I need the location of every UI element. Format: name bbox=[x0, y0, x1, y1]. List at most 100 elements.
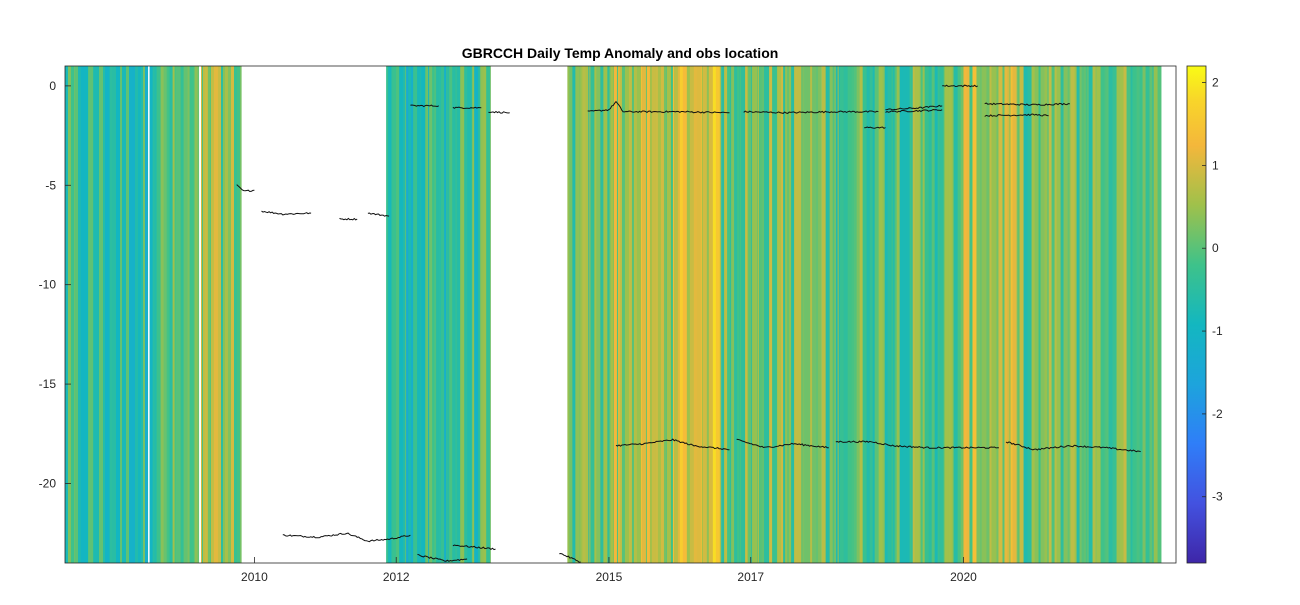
heatmap-column bbox=[150, 66, 153, 563]
heatmap-column bbox=[596, 66, 600, 563]
heatmap-column bbox=[674, 66, 678, 563]
heatmap-column bbox=[1109, 66, 1113, 563]
heatmap-column bbox=[195, 66, 198, 563]
heatmap-column bbox=[1127, 66, 1131, 563]
heatmap-column bbox=[1052, 66, 1055, 563]
heatmap-period-11 bbox=[1017, 66, 1162, 563]
heatmap-column bbox=[122, 66, 126, 563]
heatmap-column bbox=[198, 66, 199, 563]
heatmap-column bbox=[1143, 66, 1146, 563]
heatmap-column bbox=[1146, 66, 1150, 563]
heatmap-column bbox=[1020, 66, 1024, 563]
heatmap-column bbox=[164, 66, 167, 563]
heatmap-column bbox=[797, 66, 801, 563]
heatmap-column bbox=[857, 66, 860, 563]
heatmap-column bbox=[237, 66, 240, 563]
heatmap-column bbox=[929, 66, 932, 563]
heatmap-column bbox=[1158, 66, 1162, 563]
heatmap-column bbox=[794, 66, 797, 563]
y-tick-label: 0 bbox=[49, 79, 56, 93]
heatmap-column bbox=[830, 66, 833, 563]
colorbar-tick-label: 1 bbox=[1212, 158, 1219, 172]
obs-series-2 bbox=[340, 218, 358, 220]
heatmap-column bbox=[661, 66, 664, 563]
heatmap-column bbox=[703, 66, 707, 563]
heatmap-column bbox=[1077, 66, 1080, 563]
heatmap-column bbox=[1124, 66, 1127, 563]
heatmap-column bbox=[218, 66, 221, 563]
heatmap-column bbox=[71, 66, 74, 563]
heatmap-column bbox=[709, 66, 713, 563]
heatmap-column bbox=[907, 66, 910, 563]
x-tick-label: 2010 bbox=[241, 570, 268, 584]
heatmap-column bbox=[1071, 66, 1075, 563]
heatmap-column bbox=[1093, 66, 1096, 563]
y-tick-label: -15 bbox=[39, 377, 57, 391]
heatmap-column bbox=[467, 66, 471, 563]
heatmap-column bbox=[687, 66, 690, 563]
heatmap-column bbox=[690, 66, 694, 563]
heatmap-column bbox=[637, 66, 641, 563]
heatmap-layer bbox=[65, 66, 1161, 563]
heatmap-column bbox=[683, 66, 687, 563]
heatmap-column bbox=[126, 66, 129, 563]
heatmap-column bbox=[647, 66, 650, 563]
heatmap-column bbox=[413, 66, 417, 563]
heatmap-column bbox=[629, 66, 632, 563]
heatmap-column bbox=[976, 66, 980, 563]
heatmap-column bbox=[777, 66, 781, 563]
heatmap-column bbox=[575, 66, 579, 563]
colorbar-tick-label: -3 bbox=[1212, 490, 1223, 504]
heatmap-column bbox=[421, 66, 425, 563]
heatmap-column bbox=[863, 66, 867, 563]
heatmap-column bbox=[147, 66, 148, 563]
heatmap-column bbox=[697, 66, 701, 563]
heatmap-column bbox=[112, 66, 116, 563]
heatmap-period-4 bbox=[446, 66, 491, 563]
heatmap-column bbox=[1045, 66, 1048, 563]
heatmap-column bbox=[748, 66, 751, 563]
heatmap-column bbox=[1137, 66, 1140, 563]
heatmap-column bbox=[228, 66, 231, 563]
heatmap-column bbox=[678, 66, 680, 563]
heatmap-column bbox=[954, 66, 958, 563]
heatmap-column bbox=[68, 66, 71, 563]
heatmap-period-9 bbox=[822, 66, 964, 563]
y-tick-label: -5 bbox=[45, 178, 56, 192]
heatmap-period-5 bbox=[567, 66, 609, 563]
chart-title: GBRCCH Daily Temp Anomaly and obs locati… bbox=[462, 45, 779, 61]
heatmap-column bbox=[438, 66, 441, 563]
heatmap-column bbox=[78, 66, 81, 563]
heatmap-column bbox=[622, 66, 625, 563]
heatmap-column bbox=[1064, 66, 1068, 563]
x-tick-label: 2015 bbox=[596, 570, 623, 584]
heatmap-column bbox=[1057, 66, 1061, 563]
heatmap-column bbox=[590, 66, 594, 563]
heatmap-column bbox=[731, 66, 734, 563]
heatmap-column bbox=[1012, 66, 1016, 563]
heatmap-column bbox=[667, 66, 671, 563]
x-tick-label: 2017 bbox=[737, 570, 764, 584]
heatmap-column bbox=[875, 66, 879, 563]
colorbar-tick-label: 2 bbox=[1212, 76, 1219, 90]
heatmap-column bbox=[441, 66, 444, 563]
heatmap-column bbox=[885, 66, 888, 563]
heatmap-column bbox=[417, 66, 420, 563]
heatmap-column bbox=[822, 66, 826, 563]
heatmap-column bbox=[457, 66, 460, 563]
heatmap-column bbox=[408, 66, 411, 563]
heatmap-column bbox=[585, 66, 588, 563]
heatmap-column bbox=[231, 66, 234, 563]
heatmap-column bbox=[1035, 66, 1039, 563]
heatmap-column bbox=[969, 66, 972, 563]
obs-series-3 bbox=[368, 213, 389, 216]
heatmap-period-0 bbox=[65, 66, 148, 563]
heatmap-column bbox=[181, 66, 184, 563]
heatmap-column bbox=[600, 66, 603, 563]
heatmap-column bbox=[741, 66, 745, 563]
heatmap-column bbox=[1049, 66, 1052, 563]
heatmap-column bbox=[982, 66, 986, 563]
y-tick-label: -20 bbox=[39, 476, 57, 490]
colorbar-tick-label: -1 bbox=[1212, 324, 1223, 338]
colorbar-tick-label: -2 bbox=[1212, 407, 1223, 421]
